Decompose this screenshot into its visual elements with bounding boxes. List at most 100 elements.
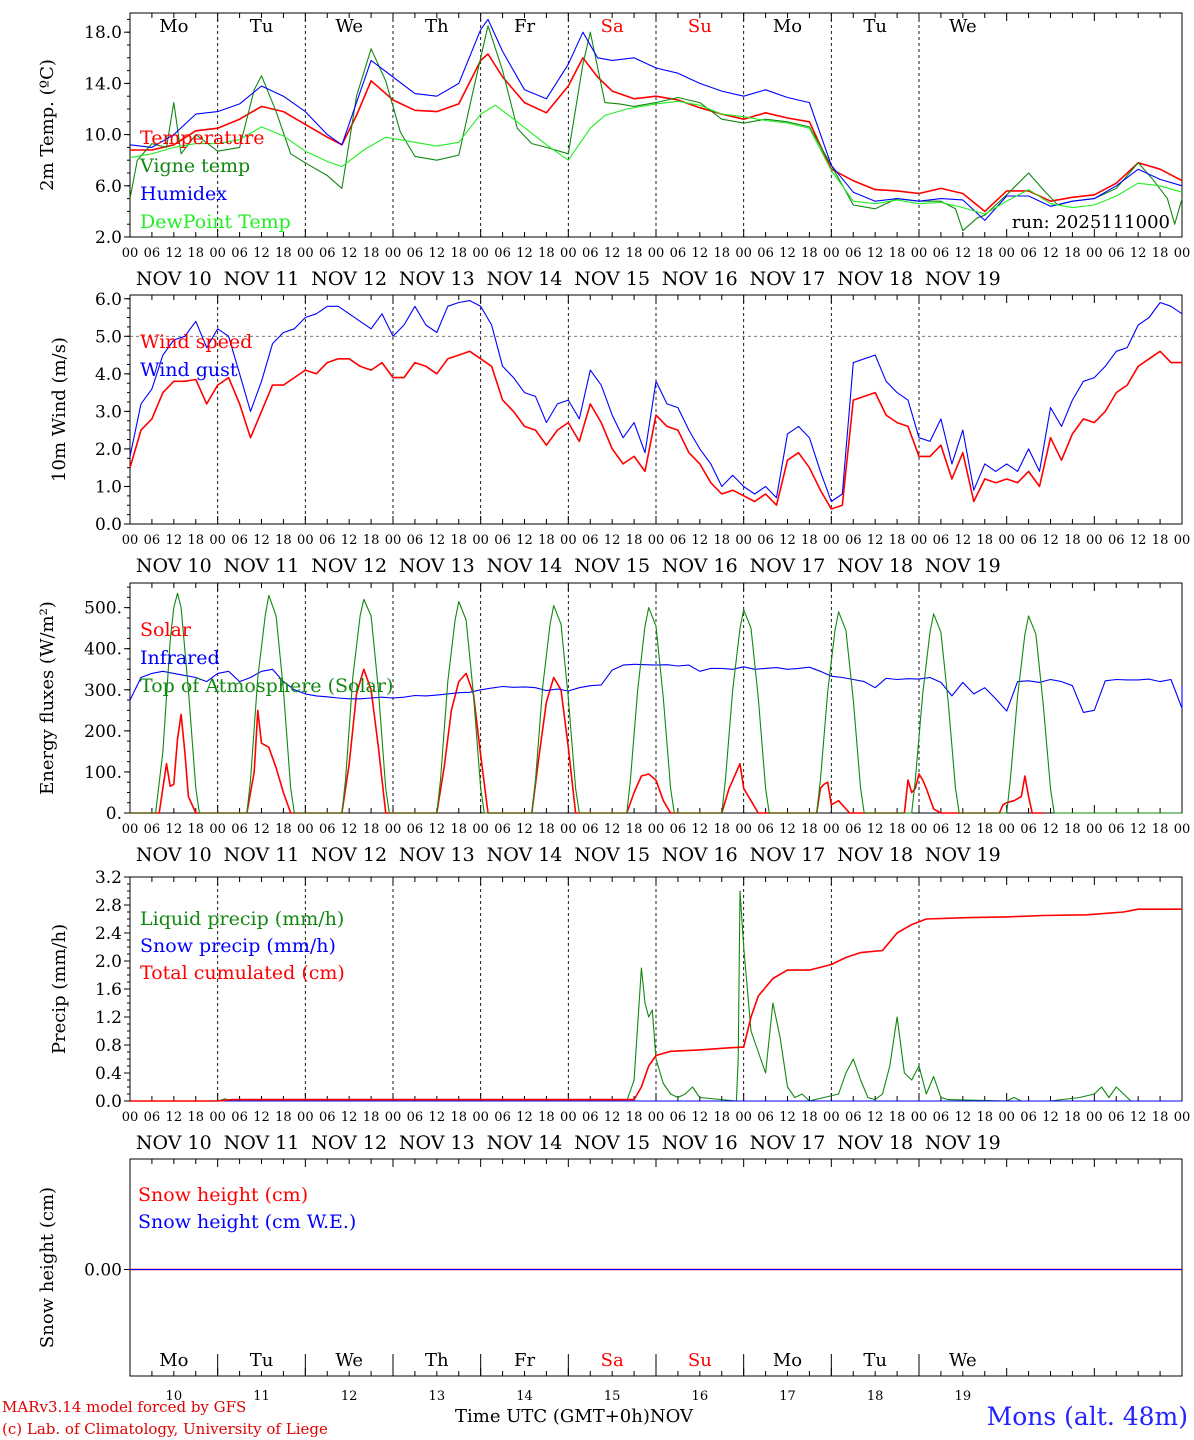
day-number-label: 18 bbox=[867, 1389, 884, 1404]
date-label: NOV 12 bbox=[311, 1132, 387, 1154]
day-number-label: 15 bbox=[604, 1389, 621, 1404]
hour-tick-label: 00 bbox=[472, 1110, 489, 1125]
hour-tick-label: 12 bbox=[692, 822, 709, 837]
hour-tick-label: 06 bbox=[1020, 246, 1037, 261]
date-label: NOV 13 bbox=[399, 844, 475, 866]
date-label: NOV 10 bbox=[136, 268, 212, 290]
hour-tick-label: 18 bbox=[363, 246, 380, 261]
hour-tick-label: 18 bbox=[1064, 822, 1081, 837]
hour-tick-label: 12 bbox=[341, 246, 358, 261]
hour-tick-label: 18 bbox=[626, 246, 643, 261]
panel-frame bbox=[129, 12, 1183, 238]
hour-tick-label: 00 bbox=[1174, 822, 1191, 837]
hour-tick-label: 12 bbox=[867, 246, 884, 261]
hour-tick-label: 12 bbox=[253, 246, 270, 261]
hour-tick-label: 12 bbox=[1042, 533, 1059, 548]
y-tick-label: 0.0 bbox=[95, 515, 122, 535]
hour-tick-label: 18 bbox=[450, 246, 467, 261]
hour-tick-label: 18 bbox=[1064, 246, 1081, 261]
y-tick-label: 2.0 bbox=[95, 440, 122, 460]
hour-tick-label: 12 bbox=[166, 1110, 183, 1125]
hour-tick-label: 06 bbox=[582, 822, 599, 837]
hour-tick-label: 12 bbox=[1042, 246, 1059, 261]
weekday-label: We bbox=[335, 16, 363, 37]
hour-tick-label: 06 bbox=[494, 533, 511, 548]
date-label: NOV 14 bbox=[487, 555, 563, 577]
hour-tick-label: 12 bbox=[516, 246, 533, 261]
hour-tick-label: 00 bbox=[122, 822, 139, 837]
hour-tick-label: 12 bbox=[429, 533, 446, 548]
hour-tick-label: 06 bbox=[845, 1110, 862, 1125]
hour-tick-label: 06 bbox=[231, 533, 248, 548]
hour-tick-label: 06 bbox=[670, 1110, 687, 1125]
hour-tick-label: 12 bbox=[867, 533, 884, 548]
hour-tick-label: 00 bbox=[648, 822, 665, 837]
hour-tick-label: 18 bbox=[450, 822, 467, 837]
hour-tick-label: 12 bbox=[1042, 822, 1059, 837]
hour-tick-label: 00 bbox=[560, 1110, 577, 1125]
hour-tick-label: 00 bbox=[385, 533, 402, 548]
hour-tick-label: 18 bbox=[363, 1110, 380, 1125]
hour-tick-label: 06 bbox=[319, 1110, 336, 1125]
date-label: NOV 12 bbox=[311, 844, 387, 866]
series-line-total-cumulated-cm- bbox=[130, 908, 1182, 1102]
hour-tick-label: 00 bbox=[122, 533, 139, 548]
y-tick-label: 0.0 bbox=[95, 1092, 122, 1112]
y-tick-label: 3.0 bbox=[95, 402, 122, 422]
hour-tick-label: 18 bbox=[187, 822, 204, 837]
y-tick-label: 3.2 bbox=[95, 868, 122, 888]
weekday-label: Th bbox=[425, 16, 449, 37]
hour-tick-label: 06 bbox=[933, 533, 950, 548]
date-label: NOV 18 bbox=[837, 844, 913, 866]
weekday-label: Tu bbox=[250, 16, 274, 37]
x-axis-title: Time UTC (GMT+0h)NOV bbox=[455, 1406, 694, 1427]
date-label: NOV 18 bbox=[837, 268, 913, 290]
legend-entry: Vigne temp bbox=[139, 155, 250, 177]
hour-tick-label: 00 bbox=[1174, 533, 1191, 548]
hour-tick-label: 18 bbox=[889, 246, 906, 261]
y-tick-label: 0. bbox=[106, 804, 122, 824]
hour-tick-label: 00 bbox=[823, 533, 840, 548]
day-number-label: 14 bbox=[516, 1389, 533, 1404]
date-label: NOV 17 bbox=[750, 555, 826, 577]
hour-tick-label: 12 bbox=[1130, 533, 1147, 548]
hour-tick-label: 06 bbox=[845, 822, 862, 837]
hour-tick-label: 12 bbox=[253, 822, 270, 837]
hour-tick-label: 00 bbox=[560, 246, 577, 261]
hour-tick-label: 12 bbox=[692, 533, 709, 548]
hour-tick-label: 00 bbox=[911, 822, 928, 837]
hour-tick-label: 18 bbox=[713, 533, 730, 548]
hour-tick-label: 18 bbox=[1064, 1110, 1081, 1125]
hour-tick-label: 06 bbox=[494, 1110, 511, 1125]
y-tick-label: 500. bbox=[84, 599, 122, 619]
hour-tick-label: 06 bbox=[231, 822, 248, 837]
legend-entry: Liquid precip (mm/h) bbox=[140, 908, 344, 930]
hour-tick-label: 06 bbox=[933, 246, 950, 261]
date-label: NOV 15 bbox=[574, 844, 650, 866]
hour-tick-label: 12 bbox=[166, 533, 183, 548]
hour-tick-label: 12 bbox=[692, 1110, 709, 1125]
hour-tick-label: 12 bbox=[341, 533, 358, 548]
hour-tick-label: 12 bbox=[604, 1110, 621, 1125]
y-axis-label: 2m Temp. (ºC) bbox=[37, 59, 58, 191]
y-tick-label: 0.8 bbox=[95, 1036, 122, 1056]
date-label: NOV 19 bbox=[925, 268, 1001, 290]
hour-tick-label: 06 bbox=[1108, 246, 1125, 261]
legend-entry: Wind gust bbox=[140, 359, 238, 381]
hour-tick-label: 18 bbox=[976, 533, 993, 548]
hour-tick-label: 12 bbox=[604, 533, 621, 548]
hour-tick-label: 06 bbox=[144, 1110, 161, 1125]
hour-tick-label: 06 bbox=[319, 533, 336, 548]
weekday-label: We bbox=[335, 1350, 363, 1371]
hour-tick-label: 18 bbox=[1064, 533, 1081, 548]
date-label: NOV 13 bbox=[399, 1132, 475, 1154]
weekday-label: Tu bbox=[250, 1350, 274, 1371]
hour-tick-label: 18 bbox=[889, 822, 906, 837]
hour-tick-label: 12 bbox=[955, 822, 972, 837]
hour-tick-label: 18 bbox=[450, 533, 467, 548]
hour-tick-label: 06 bbox=[1108, 533, 1125, 548]
hour-tick-label: 18 bbox=[187, 1110, 204, 1125]
hour-tick-label: 00 bbox=[735, 246, 752, 261]
hour-tick-label: 00 bbox=[209, 533, 226, 548]
hour-tick-label: 06 bbox=[407, 1110, 424, 1125]
